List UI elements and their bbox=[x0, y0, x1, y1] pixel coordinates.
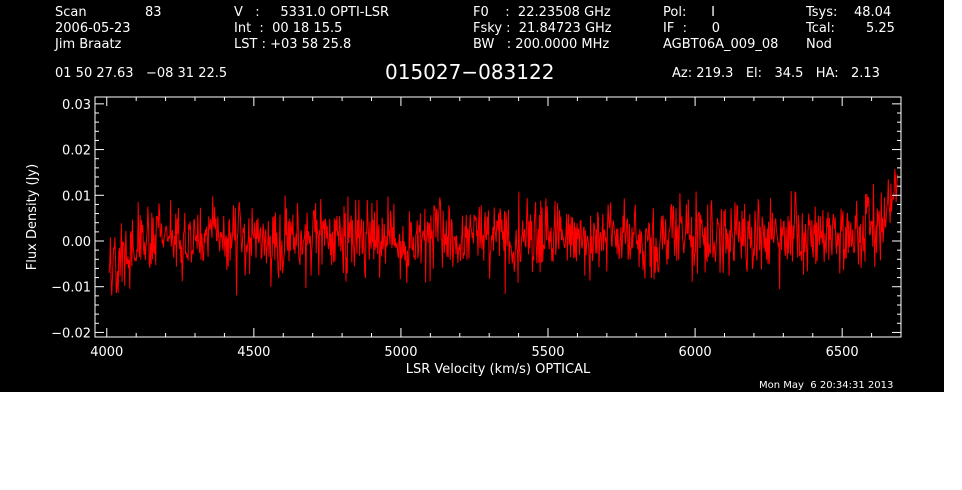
y-tick-label: 0.03 bbox=[62, 98, 91, 113]
tsys-label: Tsys: bbox=[806, 5, 838, 20]
x-tick-label: 4500 bbox=[237, 345, 270, 360]
tcal-label: Tcal: bbox=[806, 21, 835, 36]
x-tick-label: 5500 bbox=[531, 345, 564, 360]
az-el-ha-readout: Az: 219.3 El: 34.5 HA: 2.13 bbox=[672, 66, 880, 81]
y-tick-label: 0.01 bbox=[62, 189, 91, 204]
observation-date: 2006-05-23 bbox=[55, 21, 131, 36]
if-readout: IF : 0 bbox=[663, 21, 721, 36]
y-tick-label: 0.00 bbox=[62, 235, 91, 250]
x-tick-label: 6000 bbox=[679, 345, 712, 360]
scan-value: 83 bbox=[145, 5, 162, 20]
tcal-value: 5.25 bbox=[866, 21, 895, 36]
tsys-value: 48.04 bbox=[854, 5, 892, 20]
integration-time: Int : 00 18 15.5 bbox=[234, 21, 343, 36]
velocity-readout: V : 5331.0 OPTI-LSR bbox=[234, 5, 390, 20]
observing-mode: Nod bbox=[806, 37, 832, 52]
axes-frame bbox=[94, 96, 902, 338]
x-tick-label: 4000 bbox=[90, 345, 123, 360]
bandwidth-readout: BW : 200.0000 MHz bbox=[473, 37, 610, 52]
observer-name: Jim Braatz bbox=[55, 37, 122, 52]
y-tick-label: −0.02 bbox=[51, 326, 91, 341]
plot-timestamp: Mon May 6 20:34:31 2013 bbox=[759, 380, 894, 391]
y-tick-label: −0.01 bbox=[51, 281, 91, 296]
spectrum-plot: 4000 4500 5000 5500 6000 6500 −0.02 −0.01 0.00 0.… bbox=[25, 96, 902, 377]
plot-canvas: Scan 83 2006-05-23 Jim Braatz V : 5331.0… bbox=[0, 0, 944, 392]
y-axis-label: Flux Density (Jy) bbox=[25, 164, 40, 270]
spectrum-trace bbox=[108, 168, 898, 296]
tick-layer: 4000 4500 5000 5500 6000 6500 −0.02 −0.01 0.00 0.… bbox=[51, 97, 901, 360]
polarization-readout: Pol: I bbox=[663, 5, 715, 20]
source-name: 015027−083122 bbox=[385, 60, 555, 84]
scan-label: Scan bbox=[55, 5, 87, 20]
fsky-readout: Fsky : 21.84723 GHz bbox=[473, 21, 612, 36]
y-tick-label: 0.02 bbox=[62, 144, 91, 159]
x-axis-label: LSR Velocity (km/s) OPTICAL bbox=[406, 362, 591, 377]
source-coordinates: 01 50 27.63 −08 31 22.5 bbox=[55, 66, 228, 81]
x-tick-label: 5000 bbox=[384, 345, 417, 360]
f0-readout: F0 : 22.23508 GHz bbox=[473, 5, 611, 20]
project-id: AGBT06A_009_08 bbox=[663, 37, 779, 52]
spectrum-trace-layer bbox=[108, 168, 898, 296]
lst-readout: LST : +03 58 25.8 bbox=[234, 37, 352, 52]
x-tick-label: 6500 bbox=[826, 345, 859, 360]
